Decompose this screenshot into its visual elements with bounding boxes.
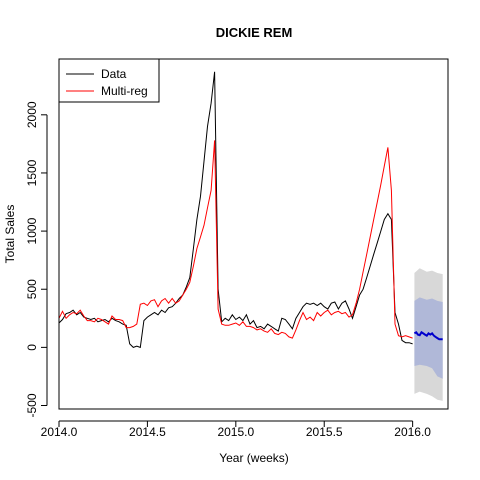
forecast-line	[413, 330, 443, 341]
plot-area-frame	[58, 58, 449, 410]
y-tick-label: 0	[25, 344, 39, 351]
y-tick-label: 500	[25, 279, 39, 299]
forecast-line-group	[413, 330, 443, 341]
x-tick-label: 2015.5	[306, 425, 343, 439]
y-axis: -500 0 500 1000 1500 2000	[25, 101, 48, 418]
x-tick-label: 2014.5	[129, 425, 166, 439]
x-tick-label: 2014.0	[41, 425, 78, 439]
legend: Data Multi-reg	[58, 58, 160, 103]
x-axis: 2014.0 2014.5 2015.0 2015.5 2016.0	[41, 420, 431, 439]
legend-label-data: Data	[101, 67, 127, 81]
series-line-data	[58, 71, 413, 349]
legend-box	[58, 58, 160, 103]
legend-label-multi-reg: Multi-reg	[101, 84, 148, 98]
x-axis-label: Year (weeks)	[219, 451, 289, 465]
y-tick-label: 1500	[25, 159, 39, 186]
forecast-inner-band	[414, 297, 443, 379]
chart-title: DICKIE REM	[216, 25, 293, 40]
y-axis-label: Total Sales	[3, 205, 17, 264]
series-lines	[58, 71, 413, 349]
y-tick-label: 1000	[25, 217, 39, 244]
x-tick-label: 2016.0	[394, 425, 431, 439]
y-tick-label: 2000	[25, 101, 39, 128]
x-tick-label: 2015.0	[217, 425, 254, 439]
y-tick-label: -500	[25, 393, 39, 417]
series-line-multi-reg	[58, 140, 413, 339]
